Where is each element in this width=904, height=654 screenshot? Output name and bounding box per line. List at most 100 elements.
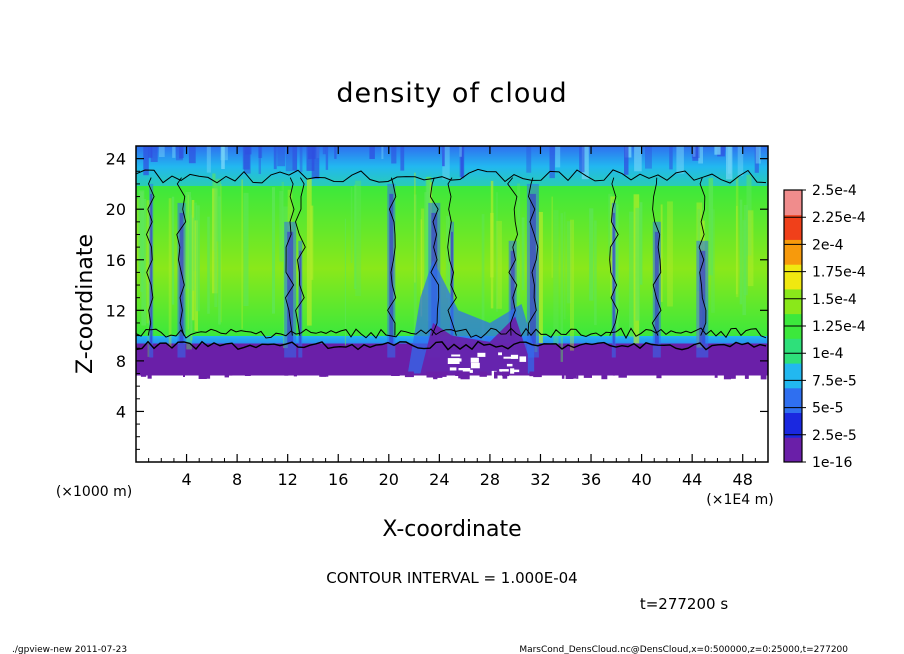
cloud-top-streak	[299, 146, 303, 173]
cloud-base-fringe	[495, 371, 501, 375]
plume-streak	[220, 184, 222, 323]
clear-hole	[449, 367, 457, 371]
colorbar-label: 1.75e-4	[812, 265, 866, 281]
plume-streak	[538, 212, 543, 343]
contour-line-lower	[136, 327, 767, 340]
plume-streak	[490, 180, 494, 309]
clear-hole	[499, 369, 509, 372]
y-tick-label: 4	[116, 402, 126, 421]
plume-streak	[218, 196, 221, 325]
cloud-top-streak	[172, 146, 176, 158]
clear-hole	[510, 354, 519, 359]
cloud-top-streak	[325, 146, 329, 170]
contour-line-plume	[176, 177, 187, 336]
clear-hole	[477, 352, 486, 357]
footer-left: ./gpview-new 2011-07-23	[12, 645, 127, 654]
clear-hole	[451, 354, 461, 357]
cloud-base-fringe	[727, 371, 736, 379]
plume-streak	[420, 208, 425, 290]
plume-streak	[214, 180, 218, 307]
cloud-top-streak	[369, 146, 375, 159]
cloud-top-streak	[273, 146, 277, 170]
clear-hole	[506, 363, 513, 367]
x-tick-label: 16	[328, 470, 348, 489]
cloud-top-texture	[143, 146, 761, 180]
cloud-base-fringe	[404, 371, 414, 378]
plume-streak	[570, 219, 574, 351]
x-tick-label: 12	[278, 470, 298, 489]
cloud-base-fringe	[319, 371, 327, 377]
colorbar-label: 2e-4	[812, 237, 844, 253]
cloud-top-streak	[245, 146, 252, 155]
cloud-top-streak	[692, 146, 696, 157]
cloud-top-streak	[461, 146, 465, 179]
plume-streak	[350, 187, 353, 263]
cloud-top-streak	[242, 146, 250, 170]
plume-streak	[739, 199, 743, 305]
cloud-base-fringe	[622, 371, 630, 375]
cloud-top-streak	[277, 146, 286, 167]
cloud-base-fringe	[284, 371, 289, 376]
contour-line-plume	[146, 177, 155, 336]
x-tick-label: 8	[232, 470, 242, 489]
cloud-base-fringe	[460, 371, 470, 380]
plume-streak	[191, 200, 195, 321]
y-axis-ticks: 4 8 12 16 20 24	[106, 150, 768, 450]
y-unit-label: (×1000 m)	[56, 484, 132, 500]
clear-hole	[510, 368, 515, 374]
cloud-top-streak	[755, 146, 761, 164]
colorbar-segment	[784, 387, 802, 413]
cloud-base-fringe	[165, 371, 174, 375]
colorbar-label: 5e-5	[812, 401, 843, 417]
contour-line-plume	[447, 177, 457, 336]
y-tick-label: 8	[116, 352, 126, 371]
cloud-base-fringe	[724, 371, 728, 379]
cloud-top-streak	[459, 146, 462, 157]
plume-streak	[147, 207, 150, 357]
contour-interval-text: CONTOUR INTERVAL = 1.000E-04	[326, 569, 577, 587]
clear-hole	[458, 368, 471, 371]
colorbar-segment	[784, 412, 802, 438]
contour-line-top	[136, 168, 767, 184]
y-tick-label: 16	[106, 251, 126, 270]
contour-line-plume	[285, 177, 295, 336]
cloud-base-fringe	[494, 371, 498, 379]
plume-streak	[344, 218, 346, 346]
cloud-base-fringe	[691, 371, 697, 374]
cloud-base-fringe	[613, 371, 617, 376]
colorbar-label: 2.25e-4	[812, 210, 866, 226]
colorbar-label: 1.5e-4	[812, 292, 857, 308]
cloud-base-fringe	[565, 371, 574, 379]
plume-streak	[448, 207, 450, 312]
cloud-top-streak	[150, 146, 158, 162]
plume-streak	[560, 213, 563, 362]
dry-gap-core	[299, 250, 302, 344]
plume-streak	[551, 196, 553, 278]
colorbar-segment	[784, 214, 802, 240]
contour-line-plume	[387, 177, 397, 336]
cloud-base-fringe	[479, 371, 487, 377]
colorbar-label: 7.5e-5	[812, 373, 857, 389]
colorbar-label: 1e-4	[812, 346, 844, 362]
contour-line-plume	[527, 177, 539, 336]
x-tick-label: 4	[181, 470, 191, 489]
plume-streak	[660, 204, 663, 302]
cloud-base-fringe	[244, 371, 251, 376]
cloud-base-fringe	[224, 371, 233, 376]
plume-streak	[711, 209, 715, 313]
cloud-base-fringe	[529, 371, 534, 377]
x-tick-label: 32	[530, 470, 550, 489]
plume-streak	[192, 217, 196, 291]
dry-gap-core	[287, 231, 294, 344]
x-axis-label: X-coordinate	[382, 517, 521, 542]
cloud-top-streak	[726, 146, 733, 180]
cloud-top-streak	[555, 146, 561, 168]
plume-streak	[136, 198, 140, 259]
cloud-top-streak	[322, 146, 326, 155]
cloud-top-streak	[669, 146, 673, 170]
x-axis-ticks: 4 8 12 16 20 24 28 32 36 40 44 48	[148, 146, 756, 489]
cloud-top-streak	[549, 146, 555, 179]
plume-streak	[589, 208, 594, 301]
contour-line-plume	[698, 177, 707, 336]
contour-line-plume	[507, 177, 518, 336]
